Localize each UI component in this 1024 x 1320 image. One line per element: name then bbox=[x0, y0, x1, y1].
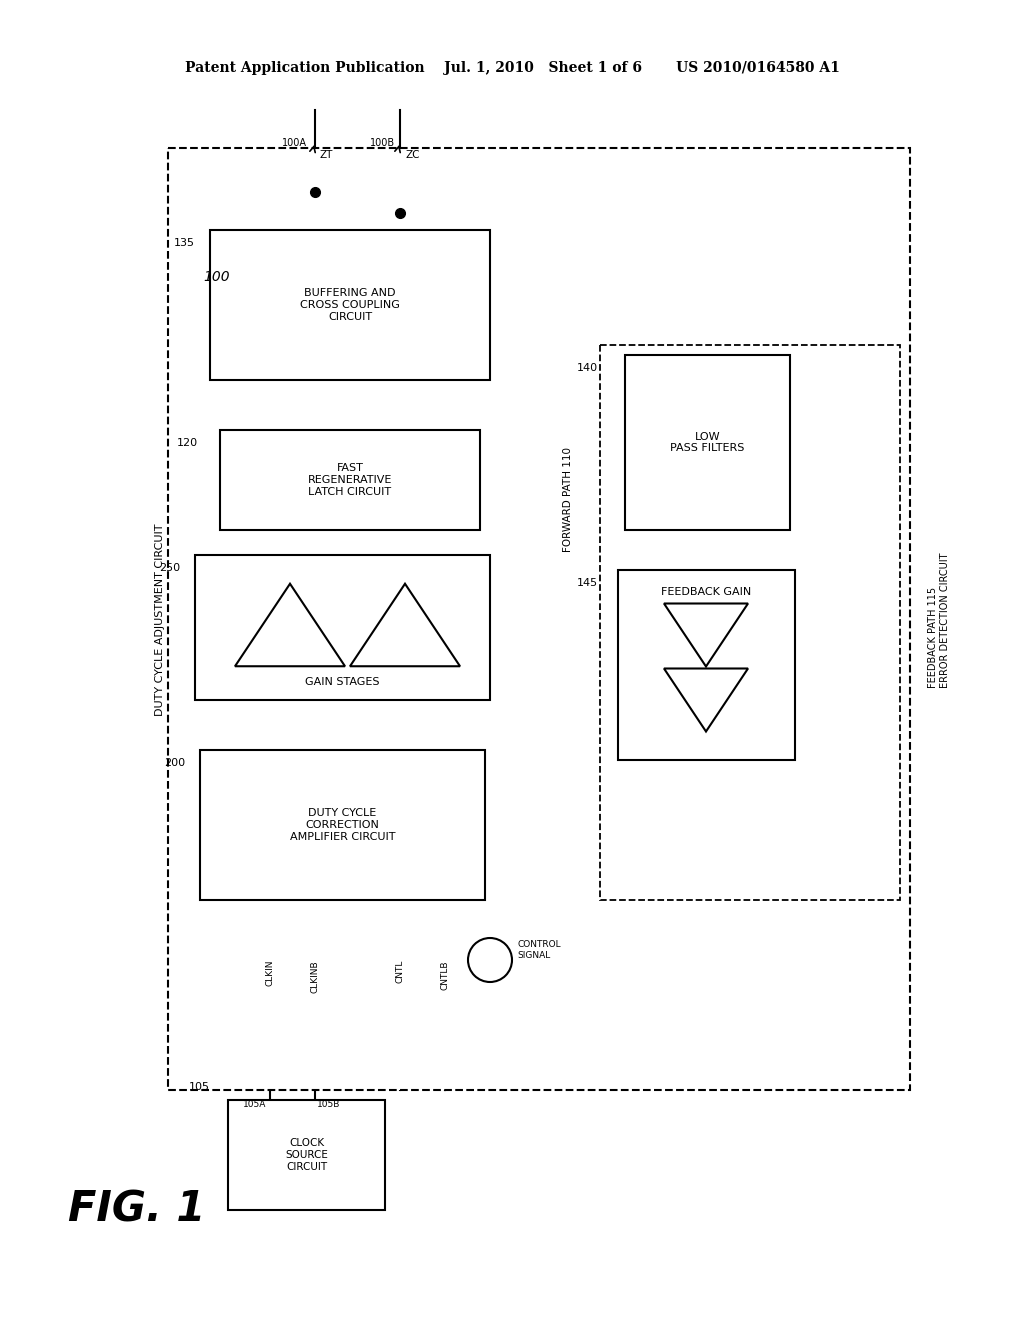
Text: CLOCK
SOURCE
CIRCUIT: CLOCK SOURCE CIRCUIT bbox=[285, 1138, 328, 1172]
Bar bbox=[195, 554, 490, 700]
Text: ZT: ZT bbox=[319, 150, 334, 160]
Text: CNTL: CNTL bbox=[395, 960, 404, 983]
Text: 120: 120 bbox=[177, 438, 198, 447]
Text: 200: 200 bbox=[164, 758, 185, 768]
Text: 105B: 105B bbox=[317, 1100, 340, 1109]
Text: FEEDBACK PATH 115
ERROR DETECTION CIRCUIT: FEEDBACK PATH 115 ERROR DETECTION CIRCUI… bbox=[928, 552, 949, 688]
Text: FIG. 1: FIG. 1 bbox=[68, 1189, 206, 1232]
Text: CLKIN: CLKIN bbox=[265, 960, 274, 986]
Bar bbox=[200, 750, 485, 900]
Text: BUFFERING AND
CROSS COUPLING
CIRCUIT: BUFFERING AND CROSS COUPLING CIRCUIT bbox=[300, 288, 400, 322]
Text: 100A: 100A bbox=[282, 139, 307, 148]
Text: 135: 135 bbox=[174, 238, 195, 248]
Text: 105: 105 bbox=[189, 1082, 210, 1092]
Bar bbox=[168, 148, 910, 1090]
Text: 250: 250 bbox=[159, 564, 180, 573]
Text: 140: 140 bbox=[577, 363, 598, 374]
Text: CNTLB: CNTLB bbox=[440, 960, 450, 990]
Text: CONTROL
SIGNAL: CONTROL SIGNAL bbox=[517, 940, 560, 960]
Text: Patent Application Publication    Jul. 1, 2010   Sheet 1 of 6       US 2010/0164: Patent Application Publication Jul. 1, 2… bbox=[184, 61, 840, 75]
Bar bbox=[600, 345, 900, 900]
Text: 145: 145 bbox=[577, 578, 598, 587]
Text: CLKINB: CLKINB bbox=[310, 960, 319, 993]
Text: LOW
PASS FILTERS: LOW PASS FILTERS bbox=[671, 432, 744, 453]
Text: 100B: 100B bbox=[370, 139, 395, 148]
Text: 100: 100 bbox=[203, 271, 229, 284]
Bar bbox=[618, 570, 795, 760]
Text: FEEDBACK GAIN: FEEDBACK GAIN bbox=[662, 587, 752, 597]
Text: FAST
REGENERATIVE
LATCH CIRCUIT: FAST REGENERATIVE LATCH CIRCUIT bbox=[308, 463, 392, 496]
Text: GAIN STAGES: GAIN STAGES bbox=[305, 677, 380, 686]
Bar bbox=[228, 1100, 385, 1210]
Bar bbox=[220, 430, 480, 531]
Bar bbox=[625, 355, 790, 531]
Text: FORWARD PATH 110: FORWARD PATH 110 bbox=[563, 447, 573, 553]
Text: 105A: 105A bbox=[243, 1100, 266, 1109]
Text: DUTY CYCLE ADJUSTMENT CIRCUIT: DUTY CYCLE ADJUSTMENT CIRCUIT bbox=[155, 524, 165, 717]
Text: ZC: ZC bbox=[406, 150, 420, 160]
Text: DUTY CYCLE
CORRECTION
AMPLIFIER CIRCUIT: DUTY CYCLE CORRECTION AMPLIFIER CIRCUIT bbox=[290, 808, 395, 842]
Bar bbox=[210, 230, 490, 380]
